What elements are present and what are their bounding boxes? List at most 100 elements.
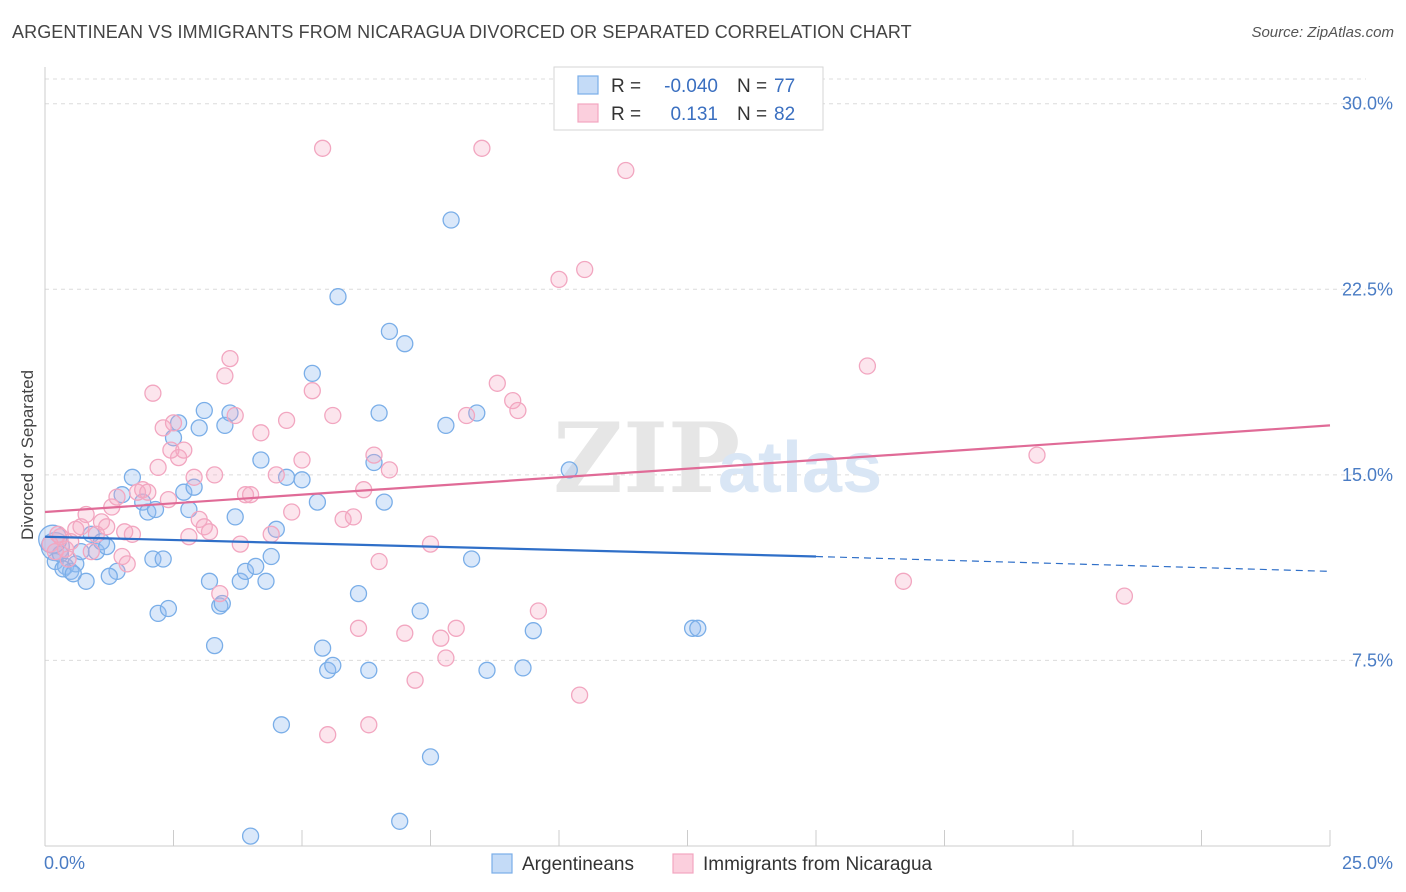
point-argentineans xyxy=(190,419,208,437)
point-argentineans xyxy=(169,414,188,432)
point-argentineans xyxy=(380,322,399,341)
point-argentineans xyxy=(319,661,337,679)
point-nicaragua xyxy=(195,518,213,536)
correlation-legend: R = -0.040 N = 77 R = 0.131 N = 82 xyxy=(553,66,824,131)
point-nicaragua xyxy=(293,451,311,469)
point-argentineans xyxy=(262,547,280,566)
point-argentineans xyxy=(247,557,265,576)
point-argentineans xyxy=(375,493,393,511)
point-nicaragua xyxy=(1028,446,1046,464)
trend-argentineans-extrapolated xyxy=(815,555,1331,572)
point-argentineans xyxy=(185,478,203,496)
series-argentineans xyxy=(38,211,707,845)
point-argentineans xyxy=(231,572,249,590)
y-tick-label: 7.5% xyxy=(1352,650,1393,670)
point-argentineans xyxy=(442,211,460,229)
chart-source: Source: ZipAtlas.com xyxy=(1251,24,1394,41)
point-argentineans xyxy=(349,584,368,603)
point-argentineans xyxy=(267,520,285,538)
x-tick-labels: 0.0% 25.0% xyxy=(44,853,1393,873)
point-argentineans xyxy=(560,461,578,479)
point-argentineans xyxy=(437,416,455,435)
point-nicaragua xyxy=(324,406,342,425)
point-nicaragua xyxy=(858,357,877,375)
watermark-zip: ZIP xyxy=(553,402,740,515)
point-nicaragua xyxy=(504,391,522,410)
watermark: ZIP atlas xyxy=(553,402,882,515)
point-nicaragua xyxy=(432,629,450,647)
point-nicaragua xyxy=(200,523,219,541)
point-nicaragua xyxy=(319,726,337,744)
point-nicaragua xyxy=(406,671,424,689)
point-nicaragua xyxy=(162,441,180,459)
watermark-atlas: atlas xyxy=(718,428,882,508)
axes xyxy=(44,67,1331,847)
y-tick-label: 22.5% xyxy=(1342,279,1393,299)
point-nicaragua xyxy=(241,486,260,504)
point-nicaragua xyxy=(159,490,178,509)
y-tick-labels: 7.5% 15.0% 22.5% 30.0% xyxy=(1342,94,1393,671)
legend-n-label-blue: N = xyxy=(737,76,767,97)
bottom-legend: Argentineans Immigrants from Nicaragua xyxy=(491,853,933,875)
point-nicaragua xyxy=(1115,587,1134,605)
point-nicaragua xyxy=(49,525,67,543)
point-nicaragua xyxy=(283,503,301,521)
point-nicaragua xyxy=(488,374,506,392)
point-nicaragua xyxy=(231,535,249,553)
point-nicaragua xyxy=(164,414,183,432)
point-nicaragua xyxy=(380,461,399,479)
point-argentineans xyxy=(421,748,440,766)
point-argentineans xyxy=(149,604,167,623)
point-argentineans xyxy=(689,619,707,637)
point-nicaragua xyxy=(303,382,321,400)
point-argentineans xyxy=(159,599,178,618)
point-nicaragua xyxy=(98,518,116,536)
point-nicaragua xyxy=(118,555,136,573)
point-argentineans xyxy=(226,508,244,526)
point-nicaragua xyxy=(421,535,440,553)
point-nicaragua xyxy=(149,458,167,477)
legend-n-label-pink: N = xyxy=(737,104,767,125)
legend-swatch-blue xyxy=(577,75,599,95)
x-tick-label-max: 25.0% xyxy=(1342,853,1393,873)
point-argentineans xyxy=(514,659,532,677)
point-nicaragua xyxy=(447,619,465,637)
point-argentineans xyxy=(211,597,229,615)
point-argentineans xyxy=(324,656,342,675)
point-nicaragua xyxy=(262,525,280,543)
point-nicaragua xyxy=(550,270,568,289)
point-nicaragua xyxy=(277,411,296,430)
point-argentineans xyxy=(213,594,231,613)
point-nicaragua xyxy=(180,528,198,546)
y-tick-label: 15.0% xyxy=(1342,465,1393,485)
point-nicaragua xyxy=(349,619,368,637)
point-nicaragua xyxy=(205,466,224,484)
point-nicaragua xyxy=(360,716,378,734)
point-argentineans xyxy=(329,288,347,306)
y-tick-label: 30.0% xyxy=(1342,94,1393,114)
point-nicaragua xyxy=(139,483,157,501)
point-nicaragua xyxy=(154,419,172,437)
point-argentineans xyxy=(64,565,82,583)
point-argentineans xyxy=(303,364,321,383)
point-nicaragua xyxy=(473,139,491,157)
bottom-legend-label-argentineans: Argentineans xyxy=(522,854,634,875)
trend-argentineans xyxy=(44,535,817,558)
point-nicaragua xyxy=(576,260,594,279)
point-nicaragua xyxy=(570,686,589,704)
point-argentineans xyxy=(683,619,702,637)
point-nicaragua xyxy=(396,624,414,642)
point-argentineans xyxy=(370,404,388,422)
point-argentineans xyxy=(100,567,118,585)
point-nicaragua xyxy=(252,424,270,442)
point-nicaragua xyxy=(211,584,229,603)
point-argentineans xyxy=(391,812,409,830)
point-argentineans xyxy=(468,404,486,422)
legend-r-value-pink: 0.131 xyxy=(670,104,718,125)
point-nicaragua xyxy=(509,401,527,420)
point-nicaragua xyxy=(175,441,193,459)
point-argentineans xyxy=(411,602,429,620)
point-argentineans xyxy=(252,451,270,469)
point-argentineans xyxy=(205,636,224,655)
